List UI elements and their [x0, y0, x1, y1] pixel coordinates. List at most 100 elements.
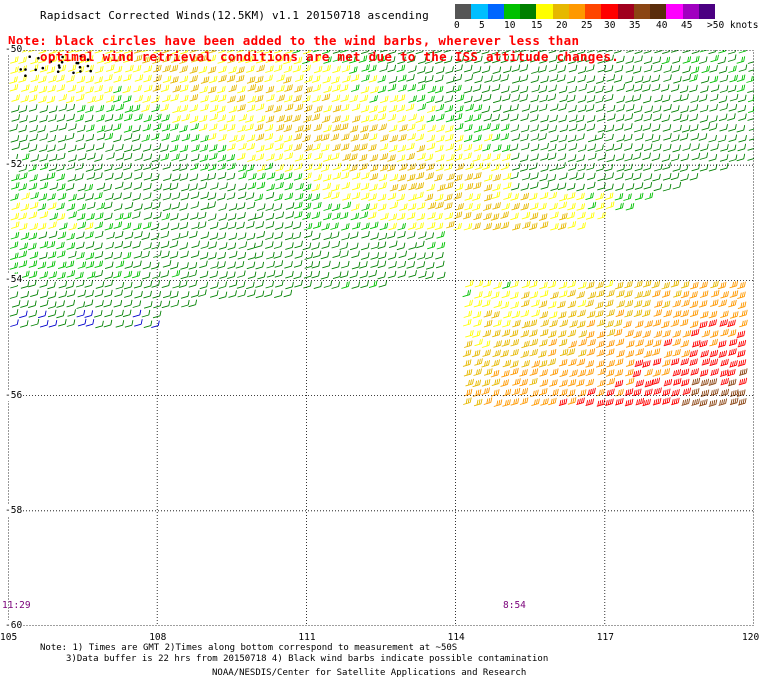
wind-barb	[540, 153, 549, 161]
wind-barb	[274, 222, 284, 230]
wind-barb	[29, 174, 38, 182]
wind-barb	[501, 339, 511, 347]
wind-barb	[568, 143, 578, 151]
wind-barb	[349, 66, 358, 74]
wind-barb	[425, 66, 434, 74]
wind-barb	[28, 300, 37, 309]
wind-barb	[625, 84, 635, 93]
wind-barb	[200, 173, 210, 182]
wind-barb	[614, 193, 624, 201]
wind-barb	[558, 281, 568, 290]
wind-barb	[49, 212, 59, 221]
wind-barb	[274, 193, 283, 202]
wind-barb	[38, 231, 48, 240]
longitude-label: 114	[447, 632, 465, 643]
wind-barb	[217, 154, 227, 162]
wind-barb	[464, 95, 473, 104]
wind-barb	[236, 281, 246, 289]
wind-barb	[634, 182, 644, 190]
wind-barb	[106, 231, 115, 240]
wind-barb	[94, 154, 103, 162]
wind-barb	[691, 55, 700, 64]
wind-barb	[312, 250, 322, 259]
wind-barb	[510, 280, 519, 289]
wind-barb	[531, 84, 541, 93]
wind-barb	[445, 143, 455, 151]
wind-barb	[717, 134, 727, 143]
wind-barb	[465, 55, 474, 63]
wind-barb	[46, 95, 56, 104]
wind-barb	[332, 124, 342, 132]
wind-barb	[285, 271, 294, 279]
wind-barb	[28, 104, 38, 112]
wind-barb	[283, 56, 292, 65]
wind-barb	[323, 280, 333, 288]
wind-barb	[434, 144, 444, 153]
wind-barb	[265, 104, 274, 113]
wind-barb	[189, 66, 199, 74]
wind-barb	[387, 231, 396, 239]
wind-barb	[273, 203, 283, 211]
wind-barb	[304, 261, 314, 269]
wind-barb	[178, 153, 188, 162]
wind-barb	[330, 222, 339, 230]
wind-barb	[350, 74, 360, 82]
wind-barb	[320, 272, 330, 280]
wind-barb	[689, 320, 699, 329]
wind-barb	[424, 56, 434, 64]
wind-barb	[28, 211, 38, 220]
wind-barb	[311, 113, 321, 121]
wind-barb	[511, 94, 521, 102]
wind-barb	[482, 349, 491, 357]
wind-barb	[388, 76, 398, 84]
wind-barb	[585, 378, 595, 387]
colorbar-swatch	[487, 4, 504, 19]
wind-barb	[143, 65, 153, 73]
wind-barb	[10, 182, 20, 190]
wind-barb	[283, 94, 293, 103]
wind-barb	[86, 213, 95, 221]
wind-barb	[492, 55, 501, 64]
wind-barb	[597, 182, 606, 191]
wind-barb	[670, 358, 680, 366]
wind-barb	[418, 270, 427, 279]
wind-barb	[122, 309, 132, 318]
wind-barb	[691, 377, 701, 386]
wind-barb	[407, 252, 417, 261]
wind-barb	[322, 174, 332, 182]
wind-barb	[519, 397, 529, 405]
wind-barb	[727, 113, 736, 121]
wind-barb	[709, 358, 719, 367]
wind-barb	[463, 310, 473, 318]
wind-barb	[738, 135, 747, 143]
wind-barb	[37, 261, 47, 270]
wind-barb	[180, 213, 189, 221]
wind-barb	[57, 271, 66, 280]
wind-barb	[737, 301, 747, 310]
wind-barb	[446, 220, 455, 229]
wind-barb	[539, 94, 548, 103]
wind-barb	[644, 388, 653, 397]
wind-barb	[323, 191, 332, 200]
wind-barb	[634, 359, 644, 368]
wind-barb	[415, 172, 425, 180]
wind-barb	[104, 279, 114, 288]
wind-barb	[143, 74, 152, 83]
wind-barb	[246, 232, 256, 241]
wind-barb	[710, 143, 719, 152]
wind-barb	[238, 241, 248, 249]
wind-barb	[188, 262, 198, 270]
wind-barb	[113, 192, 122, 201]
wind-barb	[482, 153, 492, 161]
wind-barb	[652, 369, 662, 377]
wind-barb	[179, 230, 189, 239]
wind-barb	[531, 360, 541, 368]
wind-barb	[199, 54, 208, 63]
wind-barb	[321, 93, 331, 102]
wind-barb	[30, 289, 39, 298]
wind-barb	[406, 173, 416, 182]
wind-barb	[501, 85, 510, 94]
wind-barb	[75, 162, 84, 171]
wind-barb	[21, 192, 30, 200]
wind-barb	[500, 113, 510, 122]
